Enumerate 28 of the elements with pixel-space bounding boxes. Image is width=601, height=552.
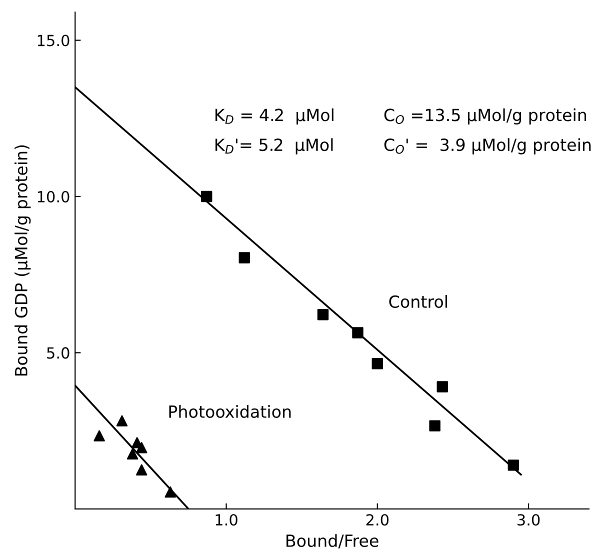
series-label: Control xyxy=(389,295,447,308)
annotation: K$_{D}$ = 4.2 µMol xyxy=(216,108,334,125)
point xyxy=(508,460,520,471)
point xyxy=(94,430,105,442)
point xyxy=(436,381,448,392)
x-tick-label: 1.0 xyxy=(216,514,238,526)
y-tick-label: 5.0 xyxy=(47,347,70,359)
point xyxy=(116,415,128,426)
point xyxy=(238,252,250,264)
x-tick-label: 3.0 xyxy=(518,514,540,526)
point xyxy=(317,308,329,320)
point xyxy=(164,486,176,498)
point xyxy=(429,420,440,432)
x-axis-title: Bound/Free xyxy=(286,534,378,548)
point xyxy=(201,190,212,202)
point xyxy=(372,358,383,370)
point xyxy=(136,442,148,454)
annotation: C$_{O}$' = 3.9 µMol/g protein xyxy=(384,138,591,154)
point xyxy=(352,327,364,338)
y-axis-title: Bound GDP (µMol/g protein) xyxy=(14,145,31,376)
text: Photooxidation xyxy=(169,405,291,418)
annotation: K$_{D}$'= 5.2 µMol xyxy=(216,138,333,154)
y-tick-label: 10.0 xyxy=(38,190,70,203)
point xyxy=(136,464,148,476)
y-tick-label: 15.0 xyxy=(38,34,70,46)
point xyxy=(126,448,138,460)
annotation: C$_{O}$ =13.5 µMol/g protein xyxy=(384,108,586,125)
x-tick-label: 2.0 xyxy=(366,514,389,526)
